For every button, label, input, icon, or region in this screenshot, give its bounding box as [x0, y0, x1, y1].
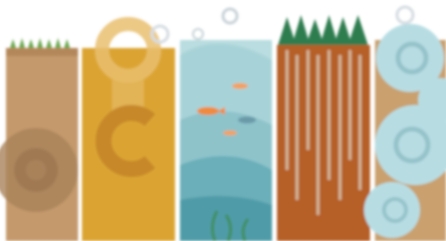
page [0, 0, 446, 241]
co2-panel [364, 7, 446, 241]
soil-panel [0, 38, 78, 241]
forest-panel [277, 15, 370, 241]
ocean-panel [180, 9, 272, 241]
scene [0, 7, 446, 241]
illustration [0, 0, 446, 241]
carbon-panel [82, 24, 175, 241]
